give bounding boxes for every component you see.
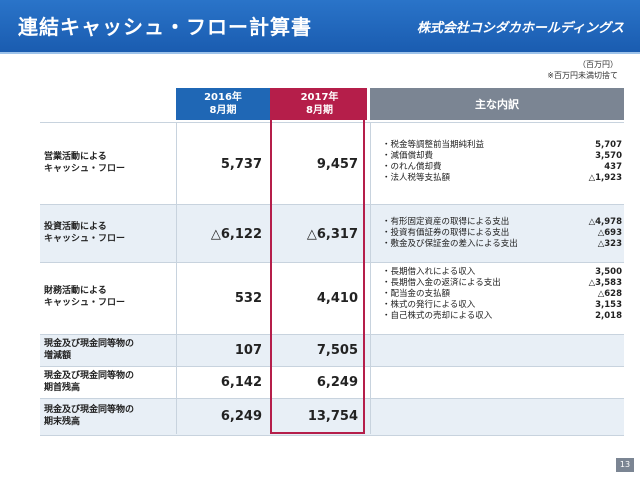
row-label-line1: 現金及び現金同等物の [44, 371, 135, 381]
value-2016: △6,122 [210, 227, 262, 242]
table-row-beginning-balance: 現金及び現金同等物の 期首残高 6,142 6,249 [40, 366, 624, 399]
header-divider [0, 52, 640, 54]
row-label-line2: 増減額 [44, 351, 72, 361]
unit-label: （百万円） [578, 60, 618, 69]
value-2017: 9,457 [316, 157, 358, 172]
row-label-line1: 現金及び現金同等物の [44, 405, 135, 415]
breakdown-list: ・税金等調整前当期純利益 5,707 ・減価償却費 3,570 ・のれん償却費 437… [382, 140, 622, 184]
column-header-items: 主な内訳 [370, 88, 624, 120]
row-label-line1: 財務活動による [44, 286, 107, 296]
breakdown-item: ・投資有価証券の取得による支出 △693 [382, 228, 622, 238]
column-header-2016-year: 2016年 [204, 92, 242, 103]
row-label: 現金及び現金同等物の 期末残高 [44, 404, 134, 428]
row-label-line2: 期首残高 [44, 383, 81, 393]
breakdown-list: ・長期借入れによる収入 3,500 ・長期借入金の返済による支出 △3,583 ・配… [382, 267, 622, 322]
breakdown-item: ・配当金の支払額 △628 [382, 289, 622, 299]
column-header-items-label: 主な内訳 [475, 97, 519, 111]
table-row-investing: 投資活動による キャッシュ・フロー △6,122 △6,317 ・有形固定資産の… [40, 204, 624, 263]
column-header-2017-period: 8月期 [306, 105, 333, 116]
row-label: 財務活動による キャッシュ・フロー [44, 285, 125, 309]
value-2017: △6,317 [306, 227, 358, 242]
breakdown-item: ・減価償却費 3,570 [382, 151, 622, 161]
row-label-line2: キャッシュ・フロー [44, 164, 126, 174]
page-title: 連結キャッシュ・フロー計算書 [18, 15, 312, 39]
value-2016: 532 [234, 291, 262, 306]
breakdown-item: ・税金等調整前当期純利益 5,707 [382, 140, 622, 150]
breakdown-item: ・長期借入れによる収入 3,500 [382, 267, 622, 277]
row-label-line2: 期末残高 [44, 417, 81, 427]
breakdown-item: ・のれん償却費 437 [382, 162, 622, 172]
value-2016: 5,737 [220, 157, 262, 172]
row-label-line1: 営業活動による [44, 152, 107, 162]
breakdown-item: ・有形固定資産の取得による支出 △4,978 [382, 217, 622, 227]
row-label: 現金及び現金同等物の 増減額 [44, 338, 134, 362]
row-label: 営業活動による キャッシュ・フロー [44, 151, 125, 175]
header-bar: 連結キャッシュ・フロー計算書 株式会社コシダカホールディングス [0, 0, 640, 52]
column-header-2017: 2017年 8月期 [272, 88, 367, 120]
table-row-net-change: 現金及び現金同等物の 増減額 107 7,505 [40, 334, 624, 367]
value-2016: 6,142 [220, 375, 262, 390]
row-label-line2: キャッシュ・フロー [44, 298, 126, 308]
column-divider [176, 122, 177, 434]
unit-note: （百万円） ※百万円未満切捨て [547, 59, 618, 81]
value-2016: 6,249 [220, 409, 262, 424]
row-label-line1: 投資活動による [44, 222, 107, 232]
column-header-2017-year: 2017年 [300, 92, 339, 103]
row-label-line2: キャッシュ・フロー [44, 234, 126, 244]
breakdown-item: ・自己株式の売却による収入 2,018 [382, 311, 622, 321]
value-2017: 4,410 [316, 291, 358, 306]
breakdown-item: ・敷金及び保証金の差入による支出 △323 [382, 239, 622, 249]
breakdown-list: ・有形固定資産の取得による支出 △4,978 ・投資有価証券の取得による支出 △69… [382, 217, 622, 250]
rounding-note: ※百万円未満切捨て [547, 71, 618, 80]
breakdown-item: ・長期借入金の返済による支出 △3,583 [382, 278, 622, 288]
row-label: 投資活動による キャッシュ・フロー [44, 221, 125, 245]
column-header-2016-period: 8月期 [209, 105, 237, 116]
breakdown-item: ・株式の発行による収入 3,153 [382, 300, 622, 310]
table-row-financing: 財務活動による キャッシュ・フロー 532 4,410 ・長期借入れによる収入 3… [40, 262, 624, 335]
table-row-ending-balance: 現金及び現金同等物の 期末残高 6,249 13,754 [40, 398, 624, 436]
column-header-2016: 2016年 8月期 [176, 88, 270, 120]
value-2017: 6,249 [316, 375, 358, 390]
value-2017: 13,754 [307, 409, 358, 424]
table-row-operating: 営業活動による キャッシュ・フロー 5,737 9,457 ・税金等調整前当期純… [40, 122, 624, 205]
row-label: 現金及び現金同等物の 期首残高 [44, 370, 134, 394]
value-2016: 107 [234, 343, 262, 358]
column-divider [370, 122, 371, 434]
page-number: 13 [616, 458, 634, 472]
company-logo-text: 株式会社コシダカホールディングス [416, 21, 624, 36]
row-label-line1: 現金及び現金同等物の [44, 339, 135, 349]
breakdown-item: ・法人税等支払額 △1,923 [382, 173, 622, 183]
value-2017: 7,505 [316, 343, 358, 358]
